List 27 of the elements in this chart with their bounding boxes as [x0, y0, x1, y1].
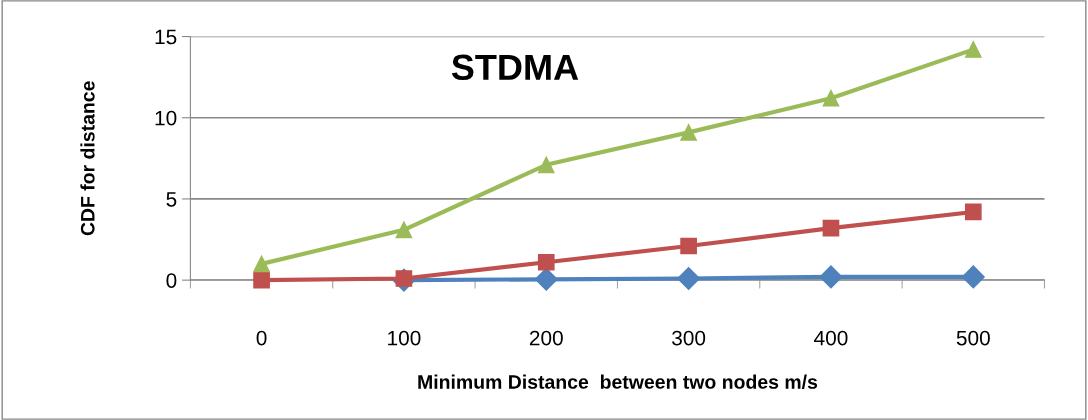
- y-tick-label: 5: [166, 192, 177, 207]
- point: [822, 219, 840, 237]
- x-tick-label: 200: [529, 330, 563, 346]
- x-tick-label: 0: [256, 330, 267, 346]
- point: [961, 265, 985, 289]
- point: [680, 237, 697, 255]
- y-tick-label: 10: [155, 110, 177, 126]
- y-axis-title: CDF for distance: [80, 81, 95, 236]
- point: [822, 89, 840, 107]
- x-tick-label: 300: [672, 330, 706, 346]
- y-tick-label: 0: [166, 273, 177, 288]
- x-tick-label: 400: [814, 330, 848, 346]
- x-tick-label: 500: [956, 330, 990, 346]
- point: [253, 271, 270, 289]
- point: [680, 124, 697, 141]
- y-tick-label: 15: [155, 29, 177, 45]
- chart-title: STDMA: [451, 54, 579, 81]
- point: [253, 255, 270, 273]
- point: [964, 203, 982, 221]
- point: [537, 156, 555, 174]
- x-axis-title: Minimum Distance between two nodes m/s: [418, 374, 818, 390]
- point: [677, 267, 701, 291]
- point: [395, 221, 413, 239]
- point: [964, 41, 982, 58]
- x-tick-label: 100: [388, 330, 421, 346]
- point: [537, 253, 555, 271]
- point: [819, 265, 843, 289]
